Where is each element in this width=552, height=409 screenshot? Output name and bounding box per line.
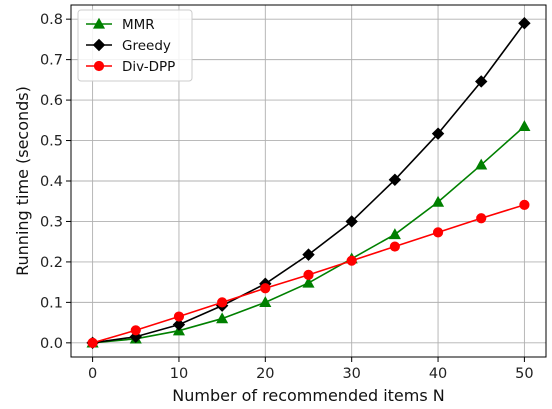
- x-tick-label: 50: [515, 366, 533, 382]
- greedy-point: [345, 215, 358, 228]
- mmr-point: [259, 296, 272, 308]
- y-tick-label: 0.4: [40, 174, 63, 190]
- legend-item-mmr: MMR: [86, 17, 155, 33]
- y-tick-label: 0.7: [40, 53, 63, 69]
- series-div-dpp: [87, 199, 530, 348]
- legend-marker: [92, 17, 106, 29]
- greedy-point: [475, 75, 488, 88]
- y-tick-label: 0.8: [40, 12, 63, 28]
- series-greedy: [86, 16, 531, 350]
- y-tick-label: 0.2: [40, 255, 63, 271]
- legend-item-greedy: Greedy: [86, 38, 171, 54]
- legend-label: Greedy: [122, 38, 171, 54]
- y-tick-label: 0.6: [40, 93, 63, 109]
- greedy-point: [431, 127, 445, 140]
- mmr-point: [388, 228, 401, 240]
- x-tick-label: 30: [342, 366, 360, 382]
- x-tick-label: 40: [429, 366, 447, 382]
- legend-box: [77, 9, 193, 82]
- mmr-point: [518, 120, 531, 132]
- div-dpp-point: [130, 325, 141, 336]
- y-tick-label: 0.5: [40, 134, 63, 150]
- legend-label: MMR: [122, 17, 155, 33]
- legend: MMR Greedy Div-DPP: [77, 9, 193, 82]
- div-dpp-point: [173, 311, 185, 322]
- greedy-point: [388, 173, 402, 186]
- y-tick-label: 0.3: [40, 214, 63, 230]
- greedy-point: [302, 248, 315, 261]
- legend-marker: [93, 60, 105, 72]
- mmr-point: [431, 195, 445, 207]
- mmr-point: [475, 158, 488, 170]
- x-axis-label: Number of recommended items N: [172, 386, 444, 405]
- legend-item-div-dpp: Div-DPP: [86, 59, 175, 75]
- div-dpp-point: [519, 199, 530, 210]
- div-dpp-point: [346, 255, 357, 266]
- series-layer: [86, 16, 531, 350]
- div-dpp-point: [87, 337, 98, 348]
- div-dpp-point: [432, 227, 444, 238]
- div-dpp-point: [260, 283, 271, 294]
- mmr-line: [92, 125, 525, 344]
- div-dpp-point: [303, 269, 314, 280]
- legend-marker: [92, 38, 106, 52]
- div-dpp-point: [217, 297, 228, 308]
- x-tick-label: 0: [88, 366, 97, 382]
- div-dpp-point: [389, 241, 400, 252]
- x-tick-label: 10: [170, 366, 188, 382]
- legend-label: Div-DPP: [122, 59, 175, 75]
- y-axis-label: Running time (seconds): [13, 86, 32, 276]
- mmr-point: [216, 312, 229, 324]
- y-tick-label: 0.0: [40, 336, 63, 352]
- greedy-point: [518, 16, 531, 30]
- mmr-point: [302, 276, 315, 288]
- x-tick-label: 20: [256, 366, 274, 382]
- ticks: 0 10 20 30 40 50 0.0 0.1 0.2 0.3 0.4 0.5 0.6 0.7 0.8: [40, 12, 534, 382]
- y-tick-label: 0.1: [40, 295, 63, 311]
- greedy-point: [172, 318, 186, 331]
- div-dpp-point: [476, 213, 487, 224]
- series-mmr: [86, 120, 531, 348]
